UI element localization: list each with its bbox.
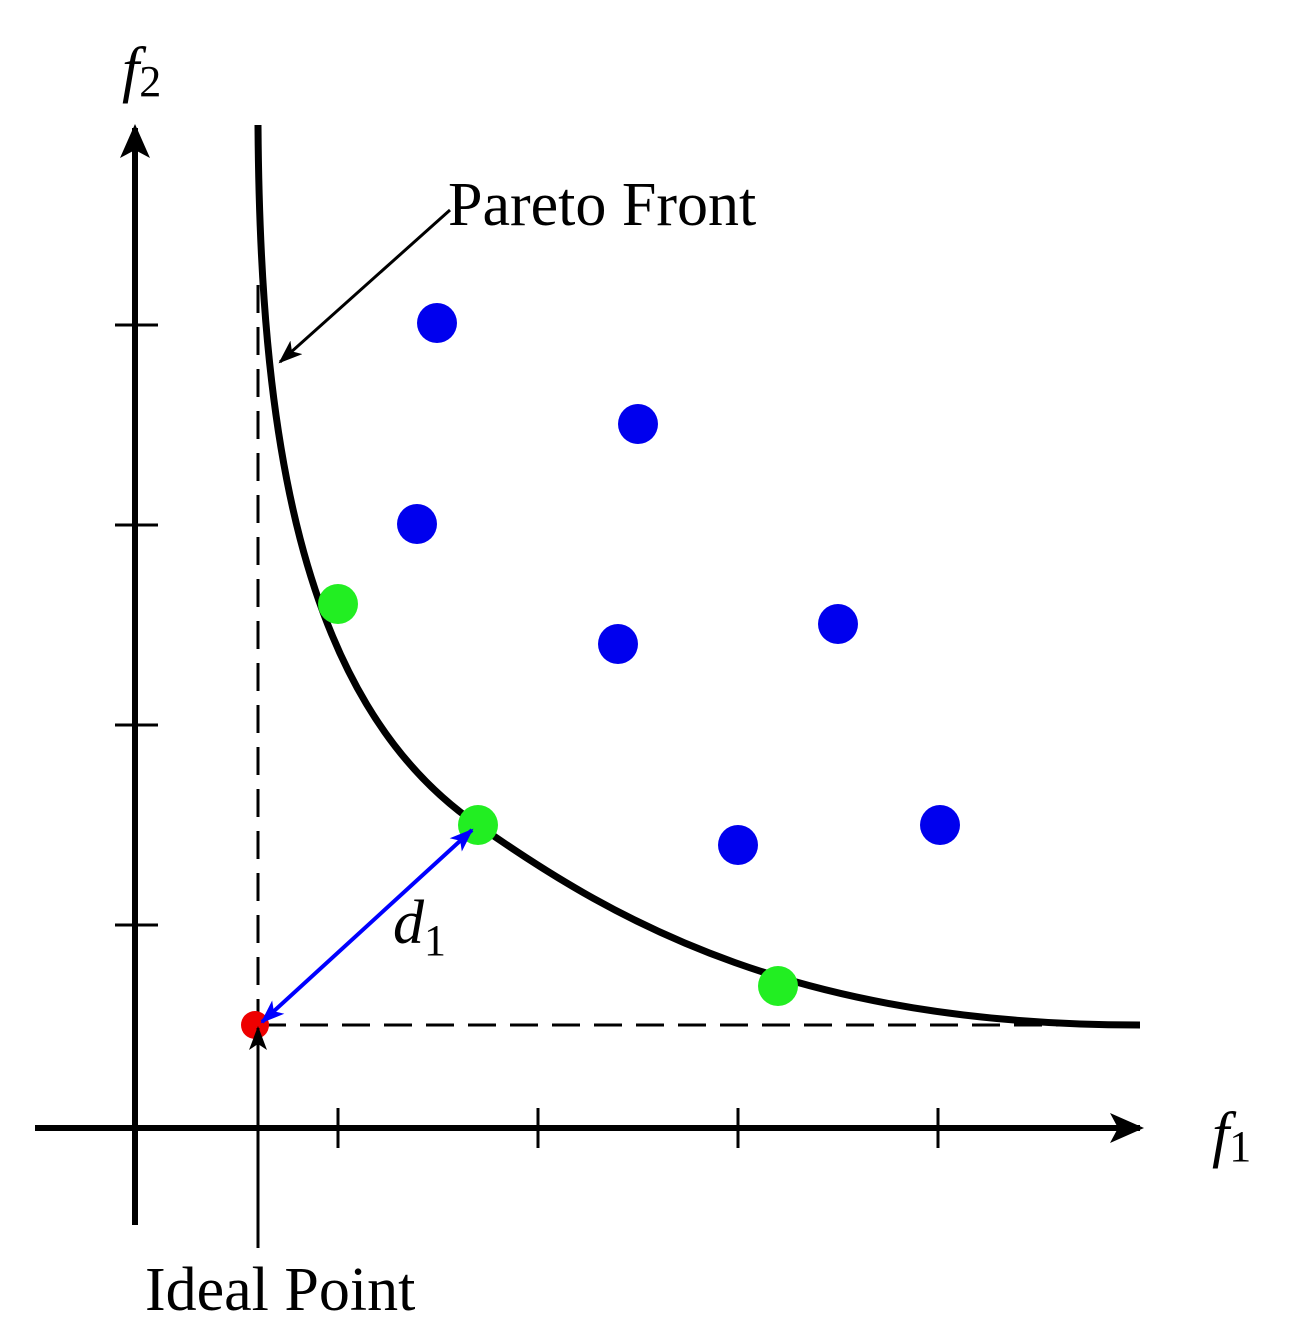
ideal-point	[241, 1011, 269, 1039]
distance-arrow	[260, 828, 474, 1024]
y-axis-label: f2	[122, 36, 161, 106]
distance-label: d1	[393, 889, 446, 965]
ideal-guides	[256, 285, 1140, 1027]
label-part: 2	[139, 57, 161, 106]
pareto-points	[318, 584, 798, 1006]
label-part: 1	[424, 916, 446, 965]
x-axis-label: f1	[1212, 1101, 1251, 1171]
pareto-curve	[254, 124, 1141, 1029]
label-part: 1	[1229, 1122, 1251, 1171]
axis-ticks	[115, 323, 940, 1148]
label-part: d	[393, 889, 425, 957]
ideal-label: Ideal Point	[145, 1256, 415, 1324]
pareto-label: Pareto Front	[448, 171, 756, 239]
dominated-points	[397, 303, 960, 865]
pareto-arrow	[278, 208, 451, 364]
